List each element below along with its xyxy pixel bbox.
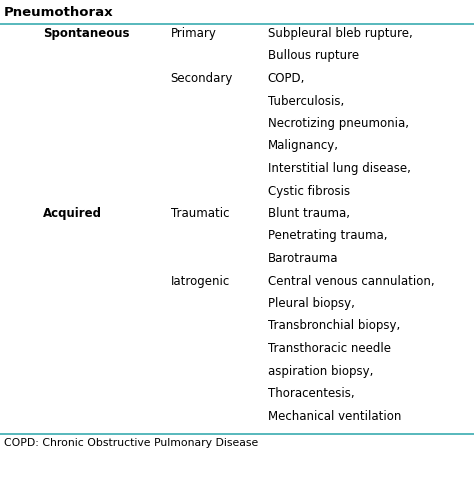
Text: Malignancy,: Malignancy, (268, 140, 339, 153)
Text: Traumatic: Traumatic (171, 207, 229, 220)
Text: Cystic fibrosis: Cystic fibrosis (268, 184, 350, 198)
Text: COPD,: COPD, (268, 72, 305, 85)
Text: Interstitial lung disease,: Interstitial lung disease, (268, 162, 410, 175)
Text: Primary: Primary (171, 27, 217, 40)
Text: Mechanical ventilation: Mechanical ventilation (268, 409, 401, 422)
Text: Blunt trauma,: Blunt trauma, (268, 207, 350, 220)
Text: Pneumothorax: Pneumothorax (4, 6, 114, 19)
Text: Thoracentesis,: Thoracentesis, (268, 387, 355, 400)
Text: Transbronchial biopsy,: Transbronchial biopsy, (268, 320, 400, 333)
Text: Transthoracic needle: Transthoracic needle (268, 342, 391, 355)
Text: Central venous cannulation,: Central venous cannulation, (268, 275, 435, 287)
Text: Pleural biopsy,: Pleural biopsy, (268, 297, 355, 310)
Text: Tuberculosis,: Tuberculosis, (268, 95, 344, 107)
Text: Spontaneous: Spontaneous (43, 27, 129, 40)
Text: Iatrogenic: Iatrogenic (171, 275, 230, 287)
Text: Secondary: Secondary (171, 72, 233, 85)
Text: COPD: Chronic Obstructive Pulmonary Disease: COPD: Chronic Obstructive Pulmonary Dise… (4, 438, 258, 448)
Text: aspiration biopsy,: aspiration biopsy, (268, 364, 373, 377)
Text: Barotrauma: Barotrauma (268, 252, 338, 265)
Text: Necrotizing pneumonia,: Necrotizing pneumonia, (268, 117, 409, 130)
Text: Subpleural bleb rupture,: Subpleural bleb rupture, (268, 27, 412, 40)
Text: Acquired: Acquired (43, 207, 101, 220)
Text: Bullous rupture: Bullous rupture (268, 49, 359, 62)
Text: Penetrating trauma,: Penetrating trauma, (268, 229, 387, 242)
